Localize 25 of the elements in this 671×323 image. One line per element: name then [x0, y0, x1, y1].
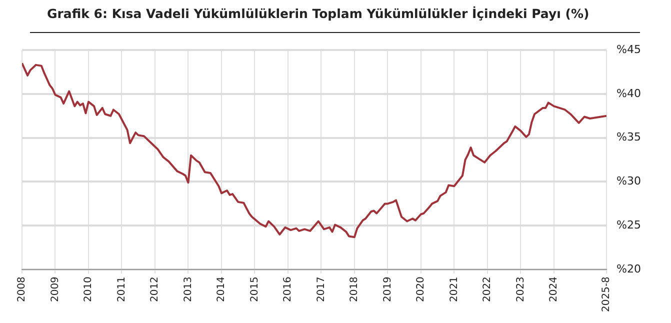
x-tick-label: 2020: [416, 276, 427, 302]
x-tick-label: 2017: [316, 276, 327, 302]
x-tick-label: 2022: [482, 276, 494, 302]
y-tick-label: %25: [616, 218, 642, 232]
x-tick-label: 2011: [116, 276, 128, 302]
x-tick-label: 2010: [83, 276, 94, 302]
y-tick-label: %30: [616, 174, 642, 188]
y-tick-label: %20: [616, 262, 642, 276]
y-tick-label: %45: [616, 42, 642, 56]
x-tick-label: 2024: [548, 276, 560, 302]
x-tick-label: 2012: [150, 276, 161, 302]
x-tick-label: 2019: [382, 276, 394, 302]
x-tick-label: 2025-8: [601, 276, 612, 312]
x-tick-label: 2009: [50, 276, 61, 302]
x-tick-label: 2018: [349, 276, 360, 302]
x-tick-label: 2016: [282, 276, 294, 302]
chart-title: Grafik 6: Kısa Vadeli Yükümlülüklerin Toplam Yükümlülükler İçindeki Payı (%): [47, 6, 590, 21]
x-tick-label: 2023: [515, 276, 526, 302]
x-tick-label: 2013: [182, 276, 194, 302]
x-tick-label: 2021: [448, 276, 460, 302]
y-tick-label: %35: [616, 130, 642, 144]
x-tick-label: 2015: [249, 276, 260, 302]
y-tick-label: %40: [616, 86, 642, 100]
x-tick-label: 2008: [16, 276, 28, 302]
x-tick-label: 2014: [216, 276, 228, 302]
